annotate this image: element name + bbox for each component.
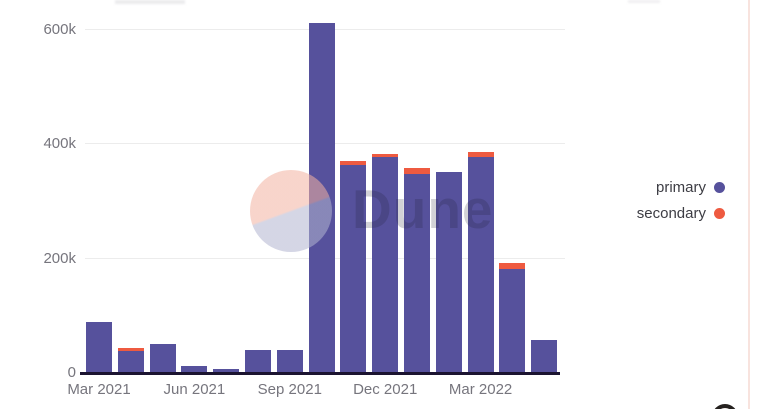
bar-secondary-jan-2022	[404, 167, 430, 174]
bar-primary-dec-2021	[372, 156, 399, 372]
panel-edge-divider	[748, 0, 750, 409]
cropped-top-content-artifact	[628, 0, 660, 3]
bar-secondary-dec-2021	[372, 153, 399, 157]
bar-primary-nov-2021	[340, 164, 367, 372]
bar-secondary-mar-2022	[467, 151, 494, 157]
x-axis-tick-label: Mar 2022	[448, 381, 513, 398]
y-axis-tick-label: 400k	[43, 135, 76, 152]
x-axis-tick-label: Sep 2021	[257, 381, 322, 398]
bar-primary-apr-2022	[499, 268, 526, 372]
cropped-top-content-artifact	[115, 0, 185, 4]
bar-primary-may-2022	[531, 339, 558, 372]
bar-primary-may-2021	[149, 343, 176, 372]
bar-primary-jul-2021	[213, 369, 240, 372]
legend-item-secondary[interactable]: secondary	[637, 205, 725, 222]
x-axis-tick-label: Jun 2021	[163, 381, 226, 398]
x-axis-tick-label: Mar 2021	[67, 381, 131, 398]
x-axis-tick-label: Dec 2021	[353, 381, 418, 398]
bar-primary-jan-2022	[404, 173, 430, 372]
bar-primary-sep-2021	[276, 349, 303, 372]
bar-secondary-nov-2021	[340, 160, 367, 165]
x-axis-line	[80, 372, 560, 375]
bar-secondary-apr-2022	[499, 262, 526, 269]
bar-primary-mar-2022	[467, 156, 494, 372]
chart-legend: primary secondary	[637, 179, 725, 222]
bar-primary-feb-2022	[435, 171, 462, 372]
legend-dot-secondary-icon	[714, 208, 725, 219]
bar-primary-apr-2021	[117, 350, 144, 372]
legend-label-secondary: secondary	[636, 205, 706, 222]
y-axis-tick-label: 200k	[43, 249, 76, 267]
bar-primary-mar-2021	[86, 321, 112, 372]
legend-dot-primary-icon	[714, 182, 725, 193]
bar-primary-oct-2021	[308, 22, 335, 372]
y-axis-tick-label: 0	[67, 364, 76, 381]
bar-secondary-apr-2021	[117, 347, 144, 351]
bar-primary-aug-2021	[245, 349, 271, 372]
legend-item-primary[interactable]: primary	[656, 179, 725, 196]
bar-primary-jun-2021	[181, 365, 208, 372]
cropped-corner-button[interactable]	[712, 404, 738, 409]
legend-label-primary: primary	[655, 179, 706, 196]
y-axis-tick-label: 600k	[43, 20, 76, 38]
